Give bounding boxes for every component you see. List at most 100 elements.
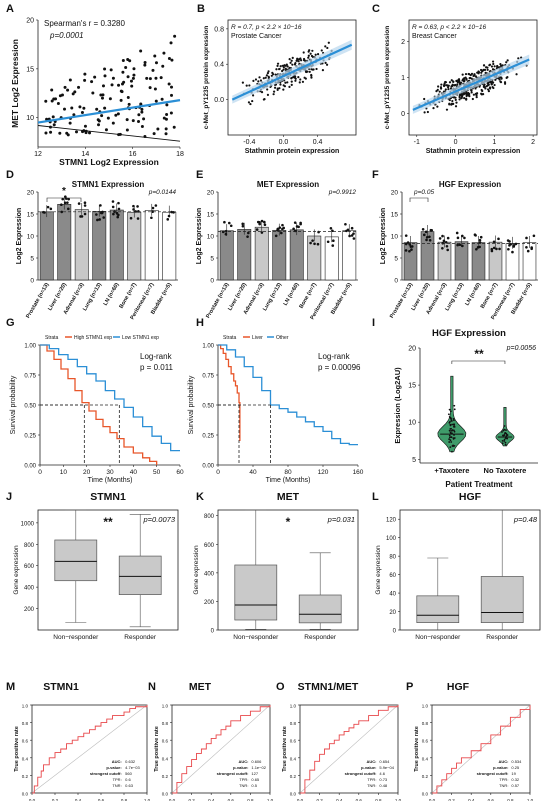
y-tick-label: 40: [389, 592, 396, 598]
x-tick-label: 0: [216, 469, 220, 476]
scatter-point: [132, 67, 136, 71]
scatter-point: [297, 60, 300, 63]
data-point: [449, 446, 452, 449]
scatter-point: [465, 94, 468, 98]
y-tick-label: 15: [27, 212, 35, 219]
stats-key: TPR:: [367, 777, 376, 782]
scatter-point: [445, 84, 448, 87]
data-point: [461, 234, 464, 238]
data-point: [410, 248, 413, 251]
data-point: [64, 195, 67, 198]
scatter-point: [300, 59, 303, 62]
stats-value: 0.6: [125, 777, 131, 782]
data-point: [501, 442, 504, 445]
chart-title: HGF: [447, 681, 470, 693]
scatter-point: [101, 93, 105, 97]
data-point: [448, 441, 451, 443]
scatter-point: [290, 80, 293, 83]
data-point: [111, 200, 115, 203]
data-point: [425, 235, 429, 239]
panel-letter: C: [372, 3, 380, 15]
scatter-point: [458, 95, 461, 99]
scatter-point: [487, 83, 490, 86]
bar: [272, 229, 287, 281]
x-tick-label: 0.4: [208, 798, 215, 801]
scatter-point: [52, 123, 56, 127]
x-category-label: LN (n=60): [103, 282, 121, 307]
data-point: [501, 431, 503, 433]
x-tick-label: 0.4: [468, 798, 475, 801]
y-tick-label: 5: [412, 457, 416, 464]
data-point: [166, 218, 170, 221]
scatter-point: [286, 65, 289, 68]
panel-a: A 12 14 16 18 10 15 20 STMN1 Log2 Expression MET …: [6, 3, 184, 167]
scatter-point: [468, 95, 471, 98]
stats-key: AUC:: [366, 759, 376, 764]
annotation: R = 0.63, p < 2.2 × 10−16: [412, 24, 486, 31]
scatter-point: [484, 87, 487, 90]
stats-key: strongest cutoff:: [217, 771, 249, 776]
bar: [289, 229, 304, 281]
stats-key: TNR:: [499, 783, 508, 788]
data-point: [450, 417, 452, 420]
data-point: [292, 227, 295, 231]
scatter-point: [267, 75, 270, 78]
scatter-point: [297, 76, 300, 79]
data-point: [442, 239, 446, 243]
annotation: p=0.031: [327, 515, 355, 524]
data-point: [449, 423, 452, 426]
scatter-point: [278, 87, 281, 90]
scatter-point: [448, 98, 451, 102]
scatter-point: [260, 91, 264, 94]
scatter-point: [440, 83, 443, 86]
x-category-label: Responder: [124, 634, 157, 641]
y-tick-label: 20: [389, 610, 396, 616]
scatter-point: [121, 59, 125, 63]
y-tick-label: 80: [389, 555, 396, 561]
data-point: [281, 223, 284, 227]
diagonal-line: [31, 704, 148, 794]
scatter-point: [241, 81, 244, 84]
box: [54, 539, 98, 582]
data-point: [316, 242, 320, 246]
scatter-point: [103, 67, 107, 71]
scatter-point: [140, 124, 144, 128]
scatter-point: [151, 68, 155, 72]
y-tick-label: 0.2: [22, 774, 29, 779]
data-point: [276, 227, 280, 231]
data-point: [508, 240, 511, 243]
scatter-point: [309, 52, 312, 55]
scatter-point: [311, 55, 314, 58]
y-tick-label: 600: [24, 564, 35, 570]
scatter-point: [169, 111, 173, 115]
stats-key: AUC:: [238, 759, 248, 764]
bar: [92, 211, 107, 281]
survival-curve: [218, 344, 241, 441]
scatter-point: [477, 71, 481, 74]
panel-letter: F: [372, 169, 379, 181]
y-tick-label: 0: [210, 278, 214, 285]
scatter-point: [282, 68, 285, 71]
chart-title: HGF Expression: [432, 328, 506, 339]
data-point: [503, 434, 506, 436]
scatter-point: [74, 130, 78, 134]
x-category-label: Lung (n=13): [262, 282, 283, 312]
stats-value: 0.73: [379, 777, 388, 782]
x-tick-label: 1.0: [144, 798, 151, 801]
scatter-point: [131, 76, 135, 80]
scatter-point: [447, 88, 450, 91]
scatter-point: [80, 111, 84, 115]
stats-value: 5.9e−04: [379, 765, 394, 770]
scatter-point: [50, 99, 54, 103]
data-point: [227, 221, 231, 225]
scatter-point: [448, 81, 452, 84]
data-point: [83, 212, 87, 216]
scatter-point: [126, 57, 130, 61]
data-point: [274, 234, 278, 238]
y-tick-label: 0.0: [22, 792, 29, 797]
y-tick-label: 0.75: [202, 374, 214, 380]
scatter-point: [505, 61, 508, 64]
legend-label: Other: [276, 335, 289, 341]
data-point: [505, 429, 507, 431]
